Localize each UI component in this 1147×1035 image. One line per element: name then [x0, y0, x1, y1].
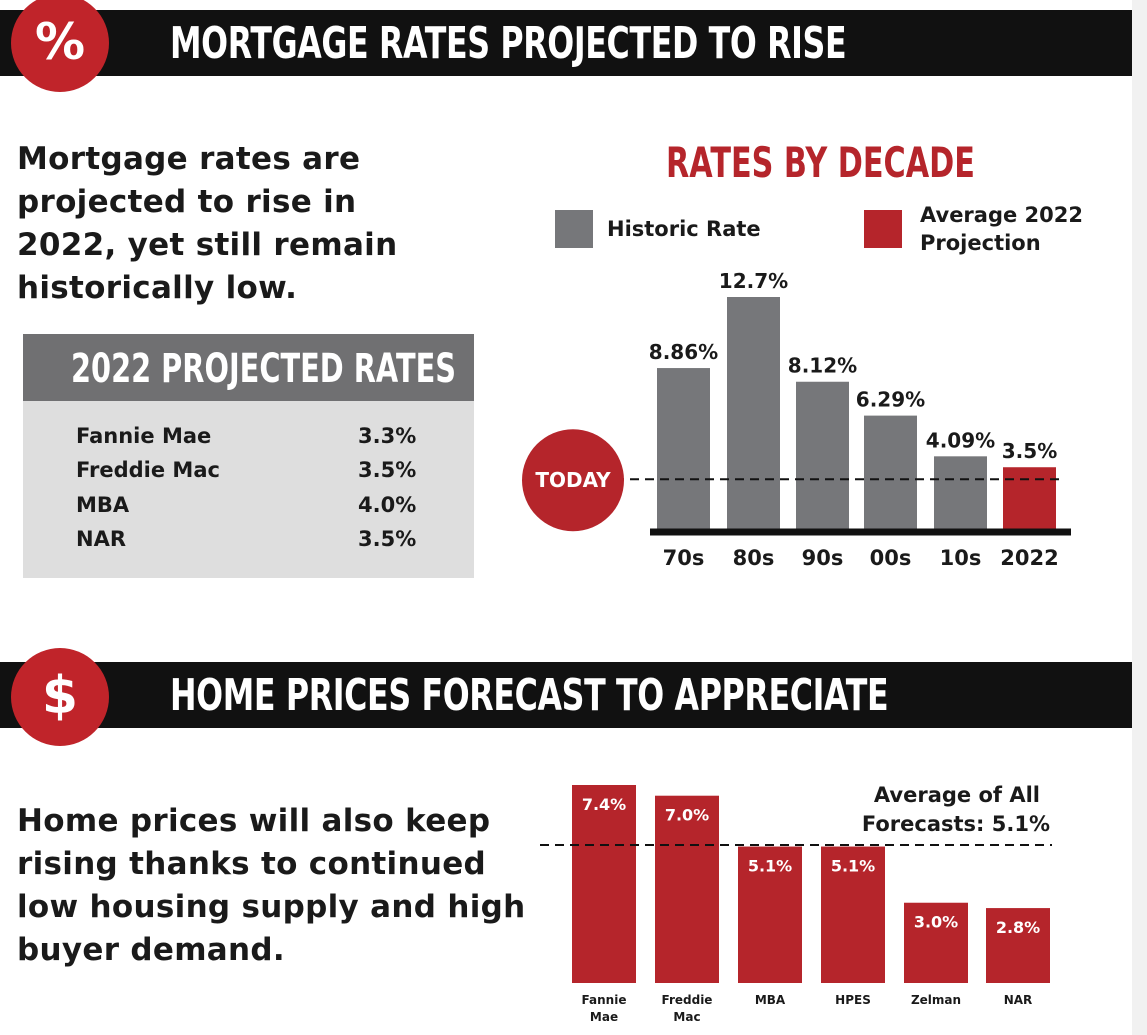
rates-value-label: 8.86% — [649, 340, 718, 364]
forecast-value-label: 7.0% — [665, 806, 709, 825]
home-price-forecast-chart: 7.4% Fannie Mae 7.0% Freddie Mac 5.1% MBA 5.1% HP… — [540, 783, 1052, 1024]
home-prices-intro-line: buyer demand. — [17, 932, 285, 968]
average-reference-label: Forecasts: 5.1% — [862, 812, 1050, 836]
rates-chart-title: RATES BY DECADE — [666, 138, 975, 187]
average-reference-label: Average of All — [874, 783, 1040, 807]
projected-rate-value: 3.5% — [358, 458, 417, 482]
forecast-category-label: MBA — [755, 993, 786, 1007]
forecast-category-label: Zelman — [911, 993, 961, 1007]
rates-bar-10s — [934, 456, 987, 532]
rates-bar-90s — [796, 381, 849, 532]
today-label: TODAY — [535, 468, 611, 492]
home-prices-banner-title: HOME PRICES FORECAST TO APPRECIATE — [170, 670, 889, 721]
forecast-bar-Freddie-Mac — [655, 795, 719, 983]
dollar-icon: $ — [11, 648, 109, 746]
forecast-category-label: NAR — [1004, 993, 1033, 1007]
projected-rate-row: Fannie Mae 3.3% — [76, 424, 416, 454]
rates-category-label: 00s — [870, 546, 912, 570]
forecast-bar-HPES — [821, 846, 885, 983]
home-prices-intro: Home prices will also keep rising thanks… — [17, 800, 525, 972]
legend-swatch-projection — [864, 210, 902, 248]
percent-icon: % — [11, 0, 109, 92]
projected-rate-row: Freddie Mac 3.5% — [76, 458, 416, 488]
forecast-bar-NAR — [986, 908, 1050, 983]
home-prices-intro-line: low housing supply and high — [17, 889, 526, 925]
projected-rate-value: 3.3% — [358, 424, 417, 448]
home-prices-banner: HOME PRICES FORECAST TO APPRECIATE — [0, 662, 1132, 728]
projected-rate-source: MBA — [76, 493, 130, 517]
forecast-value-label: 3.0% — [914, 913, 958, 932]
rates-bar-00s — [864, 415, 917, 532]
rates-category-label: 90s — [802, 546, 844, 570]
forecast-bar-Fannie-Mae — [572, 785, 636, 983]
today-badge — [522, 429, 624, 532]
projected-rate-source: Fannie Mae — [76, 424, 212, 448]
home-prices-intro-line: Home prices will also keep — [17, 803, 491, 839]
rates-bar-2022 — [1003, 467, 1056, 532]
forecast-bar-MBA — [738, 846, 802, 983]
mortgage-intro-line: Mortgage rates are — [17, 141, 361, 177]
rates-bar-70s — [657, 368, 710, 532]
projected-rates-header: 2022 PROJECTED RATES — [23, 334, 474, 401]
legend-projection-line: Projection — [920, 231, 1041, 255]
projected-rate-source: NAR — [76, 527, 126, 551]
forecast-category-label: HPES — [835, 993, 871, 1007]
rates-by-decade-chart: 8.86% 70s 12.7% 80s 8.12% 90s 6.29% 00s 4.09% 10s… — [522, 269, 1071, 570]
mortgage-banner: MORTGAGE RATES PROJECTED TO RISE — [0, 10, 1132, 76]
forecast-category-label: Freddie — [662, 993, 713, 1007]
projected-rate-row: MBA 4.0% — [76, 493, 416, 523]
rates-value-label: 8.12% — [788, 354, 857, 378]
forecast-value-label: 2.8% — [996, 918, 1040, 937]
mortgage-intro-line: projected to rise in — [17, 184, 357, 220]
forecast-category-label: Mae — [590, 1010, 618, 1024]
rates-value-label: 6.29% — [856, 388, 925, 412]
forecast-category-label: Fannie — [582, 993, 627, 1007]
rates-value-label: 3.5% — [1002, 439, 1057, 463]
rates-category-label: 10s — [940, 546, 982, 570]
rates-category-label: 2022 — [1000, 546, 1058, 570]
projected-rate-source: Freddie Mac — [76, 458, 220, 482]
legend-label-historic: Historic Rate — [607, 217, 761, 241]
rates-value-label: 4.09% — [926, 428, 995, 452]
projected-rate-value: 3.5% — [358, 527, 417, 551]
mortgage-intro-line: 2022, yet still remain — [17, 227, 398, 263]
mortgage-banner-title: MORTGAGE RATES PROJECTED TO RISE — [170, 18, 847, 69]
forecast-value-label: 5.1% — [748, 857, 792, 876]
legend-label-projection: Average 2022 Projection — [920, 201, 1083, 257]
mortgage-intro: Mortgage rates are projected to rise in … — [17, 138, 397, 310]
forecast-bar-Zelman — [904, 902, 968, 983]
rates-bar-80s — [727, 297, 780, 532]
page-edge — [1132, 0, 1147, 1035]
rates-category-label: 70s — [663, 546, 705, 570]
forecast-value-label: 7.4% — [582, 795, 626, 814]
projected-rate-row: NAR 3.5% — [76, 527, 416, 557]
forecast-category-label: Mac — [673, 1010, 700, 1024]
legend-swatch-historic — [555, 210, 593, 248]
rates-value-label: 12.7% — [719, 269, 788, 293]
legend-projection-line: Average 2022 — [920, 203, 1083, 227]
mortgage-intro-line: historically low. — [17, 270, 298, 306]
projected-rate-value: 4.0% — [358, 493, 417, 517]
projected-rates-table: 2022 PROJECTED RATES Fannie Mae 3.3% Fre… — [23, 334, 474, 578]
projected-rates-title: 2022 PROJECTED RATES — [71, 346, 457, 392]
home-prices-intro-line: rising thanks to continued — [17, 846, 487, 882]
rates-category-label: 80s — [733, 546, 775, 570]
forecast-value-label: 5.1% — [831, 857, 875, 876]
